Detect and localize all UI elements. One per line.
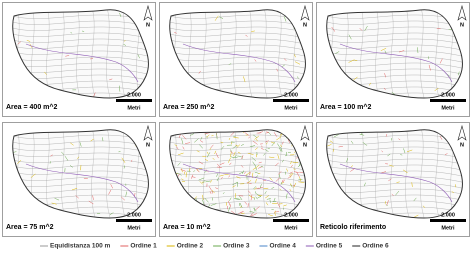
legend-label: Ordine 6 bbox=[362, 243, 389, 250]
legend-label: Equidistanza 100 m bbox=[50, 243, 111, 250]
scale-unit: Metri bbox=[441, 105, 455, 111]
scale-unit: Metri bbox=[284, 105, 298, 111]
north-label: N bbox=[146, 142, 150, 148]
map-panel: N Area = 100 m^2 2.000 Metri bbox=[317, 3, 471, 117]
north-label: N bbox=[460, 142, 464, 148]
scale-bar bbox=[430, 99, 466, 102]
map-panel: N Area = 75 m^2 2.000 Metri bbox=[3, 123, 157, 237]
map-panel: N Area = 10 m^2 2.000 Metri bbox=[160, 123, 314, 237]
scale-value: 2.000 bbox=[441, 92, 455, 98]
panel-label: Area = 10 m^2 bbox=[163, 223, 211, 231]
legend-label: Ordine 3 bbox=[223, 243, 250, 250]
scale-bar bbox=[273, 99, 309, 102]
scale-bar bbox=[273, 219, 309, 222]
legend-label: Ordine 4 bbox=[269, 243, 296, 250]
legend-label: Ordine 1 bbox=[130, 243, 157, 250]
panel-label: Area = 400 m^2 bbox=[6, 103, 57, 111]
north-label: N bbox=[303, 142, 307, 148]
scale-value: 2.000 bbox=[441, 212, 455, 218]
north-label: N bbox=[146, 22, 150, 28]
panel-label: Area = 100 m^2 bbox=[320, 103, 371, 111]
scale-value: 2.000 bbox=[284, 212, 298, 218]
panel-label: Area = 250 m^2 bbox=[163, 103, 214, 111]
scale-unit: Metri bbox=[284, 225, 298, 231]
map-panel: N Area = 250 m^2 2.000 Metri bbox=[160, 3, 314, 117]
legend-label: Ordine 2 bbox=[177, 243, 204, 250]
scale-value: 2.000 bbox=[284, 92, 298, 98]
scale-value: 2.000 bbox=[127, 212, 141, 218]
scale-value: 2.000 bbox=[127, 92, 141, 98]
scale-unit: Metri bbox=[127, 225, 141, 231]
figure: N Area = 400 m^2 2.000 Metri N Area = 250 m^2… bbox=[0, 0, 473, 255]
scale-bar bbox=[116, 219, 152, 222]
scale-unit: Metri bbox=[127, 105, 141, 111]
panel-label: Reticolo riferimento bbox=[320, 224, 386, 231]
map-panel: N Area = 400 m^2 2.000 Metri bbox=[3, 3, 157, 117]
legend-label: Ordine 5 bbox=[316, 243, 343, 250]
scale-bar bbox=[116, 99, 152, 102]
map-panel: N Reticolo riferimento 2.000 Metri bbox=[317, 123, 471, 237]
north-label: N bbox=[460, 22, 464, 28]
panel-label: Area = 75 m^2 bbox=[6, 223, 54, 231]
scale-unit: Metri bbox=[441, 225, 455, 231]
north-label: N bbox=[303, 22, 307, 28]
scale-bar bbox=[430, 219, 466, 222]
